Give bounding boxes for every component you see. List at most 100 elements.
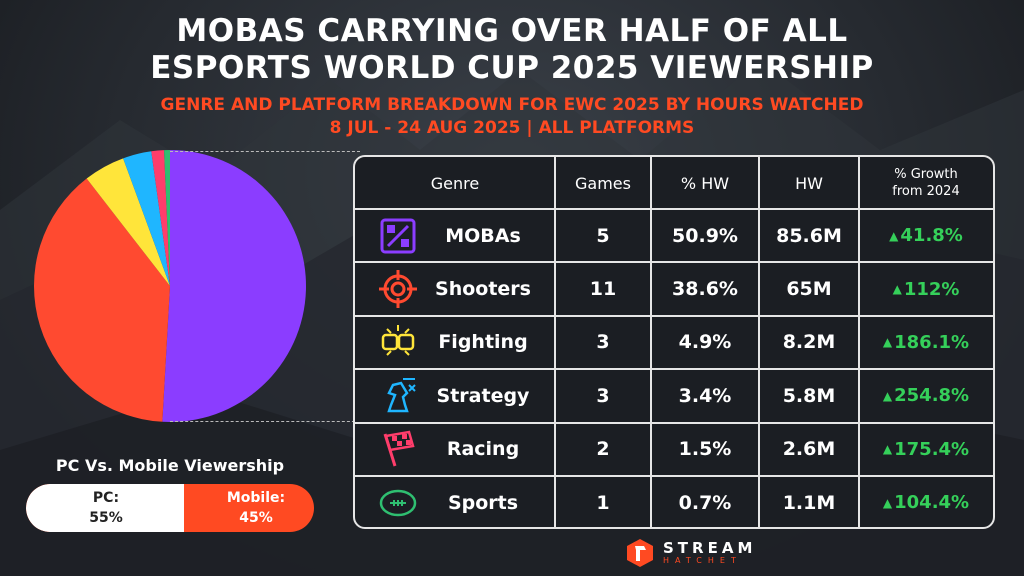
genre-pie-chart <box>33 150 307 423</box>
up-triangle-icon: ▲ <box>882 495 893 510</box>
pct-hw-cell: 1.5% <box>678 438 732 461</box>
up-triangle-icon: ▲ <box>889 228 899 243</box>
table-header-row: Genre Games % HW HW % Growth from 2024 <box>355 157 993 209</box>
pie-slice-racing <box>151 150 170 286</box>
up-triangle-icon: ▲ <box>882 335 893 350</box>
table-row: Racing 2 1.5% 2.6M ▲ 175.4% <box>355 423 993 476</box>
pct-hw-cell: 0.7% <box>678 491 732 514</box>
pc-value: 55% <box>89 510 123 526</box>
title-line-1: MOBAS CARRYING OVER HALF OF ALL <box>176 13 848 49</box>
growth-cell: ▲ 104.4% <box>859 476 993 527</box>
row-divider <box>355 475 993 477</box>
table-row: Strategy 3 3.4% 5.8M ▲ 254.8% <box>355 369 993 422</box>
platform-split-bar: PC: 55% Mobile: 45% <box>26 484 314 532</box>
games-cell: 2 <box>596 438 610 461</box>
pct-hw-cell: 38.6% <box>672 278 738 301</box>
growth-cell: ▲ 41.8% <box>859 209 993 262</box>
header-growth-line1: % Growth <box>894 167 958 182</box>
subtitle-line-2: 8 JUL - 24 AUG 2025 | ALL PLATFORMS <box>329 118 695 138</box>
hw-cell: 1.1M <box>782 491 836 514</box>
row-divider <box>355 208 993 210</box>
pie-slice-strategy <box>123 151 170 286</box>
table-row: MOBAs 5 50.9% 85.6M ▲ 41.8% <box>355 209 993 262</box>
up-triangle-icon: ▲ <box>882 442 893 457</box>
games-cell: 3 <box>596 384 610 407</box>
growth-cell: ▲ 186.1% <box>859 316 993 369</box>
genre-name: Fighting <box>438 331 528 354</box>
mobile-share-label: Mobile: 45% <box>196 488 314 528</box>
row-divider <box>355 368 993 371</box>
games-cell: 11 <box>589 278 617 301</box>
games-cell: 1 <box>596 491 610 514</box>
genre-cell: Sports <box>355 476 555 527</box>
growth-value: 41.8% <box>900 225 963 247</box>
pie-slice-sports <box>164 150 170 286</box>
fists-icon <box>377 321 419 363</box>
brand-name: STREAM <box>663 539 757 557</box>
column-divider <box>858 157 860 527</box>
crosshair-icon <box>377 268 419 310</box>
row-divider <box>355 261 993 264</box>
header-growth-line2: from 2024 <box>892 184 960 199</box>
pct-hw-cell: 50.9% <box>672 224 738 247</box>
up-triangle-icon: ▲ <box>882 388 893 403</box>
brand-sub: HATCHET <box>663 556 742 565</box>
genre-name: Racing <box>446 438 520 461</box>
up-triangle-icon: ▲ <box>892 282 902 297</box>
column-divider <box>650 157 652 527</box>
pie-slice-shooters <box>33 178 170 422</box>
header-growth: % Growth from 2024 <box>859 157 993 209</box>
football-icon <box>377 482 419 524</box>
games-cell: 3 <box>596 331 610 354</box>
hw-cell: 85.6M <box>776 224 842 247</box>
header-games: Games <box>575 173 631 193</box>
genre-cell: Shooters <box>355 262 555 315</box>
hw-cell: 8.2M <box>782 331 836 354</box>
growth-cell: ▲ 254.8% <box>859 369 993 422</box>
checkered-flag-icon <box>377 428 419 470</box>
growth-value: 112% <box>903 278 960 300</box>
pct-hw-cell: 3.4% <box>678 384 732 407</box>
platform-title: PC Vs. Mobile Viewership <box>55 456 285 475</box>
growth-value: 175.4% <box>894 438 970 460</box>
pie-slice-fighting <box>86 158 170 286</box>
title-line-2: ESPORTS WORLD CUP 2025 VIEWERSHIP <box>150 50 874 86</box>
table-row: Shooters 11 38.6% 65M ▲ 112% <box>355 262 993 315</box>
growth-value: 186.1% <box>894 331 970 353</box>
genre-cell: Strategy <box>355 369 555 422</box>
genre-name: Sports <box>447 491 519 514</box>
connector-bottom <box>170 421 360 422</box>
mobile-value: 45% <box>239 510 273 526</box>
hw-cell: 5.8M <box>782 384 836 407</box>
growth-value: 104.4% <box>894 492 970 514</box>
column-divider <box>554 157 556 527</box>
hw-cell: 65M <box>786 278 832 301</box>
header-genre: Genre <box>430 173 480 193</box>
hw-cell: 2.6M <box>782 438 836 461</box>
genre-name: MOBAs <box>445 224 521 247</box>
pc-share-fill <box>26 484 185 532</box>
growth-value: 254.8% <box>894 385 970 407</box>
row-divider <box>355 314 993 317</box>
pie-slice-mobas <box>162 150 307 423</box>
subtitle-line-1: GENRE AND PLATFORM BREAKDOWN FOR EWC 202… <box>160 95 864 115</box>
connector-top <box>170 151 360 152</box>
growth-cell: ▲ 175.4% <box>859 423 993 476</box>
brand-logo: STREAM HATCHET <box>625 538 756 568</box>
column-divider <box>758 157 760 527</box>
genre-table: Genre Games % HW HW % Growth from 2024 M… <box>353 155 995 529</box>
board-icon <box>377 215 419 257</box>
genre-name: Strategy <box>436 384 530 407</box>
table-row: Sports 1 0.7% 1.1M ▲ 104.4% <box>355 476 993 527</box>
pc-label: PC: <box>92 490 120 506</box>
hatchet-icon <box>627 539 653 567</box>
growth-cell: ▲ 112% <box>859 262 993 315</box>
genre-cell: Racing <box>355 423 555 476</box>
games-cell: 5 <box>596 224 610 247</box>
pct-hw-cell: 4.9% <box>678 331 732 354</box>
chess-knight-icon <box>377 375 419 417</box>
row-divider <box>355 421 993 424</box>
header-hw: HW <box>795 173 823 193</box>
table-row: Fighting 3 4.9% 8.2M ▲ 186.1% <box>355 316 993 369</box>
genre-cell: Fighting <box>355 316 555 369</box>
